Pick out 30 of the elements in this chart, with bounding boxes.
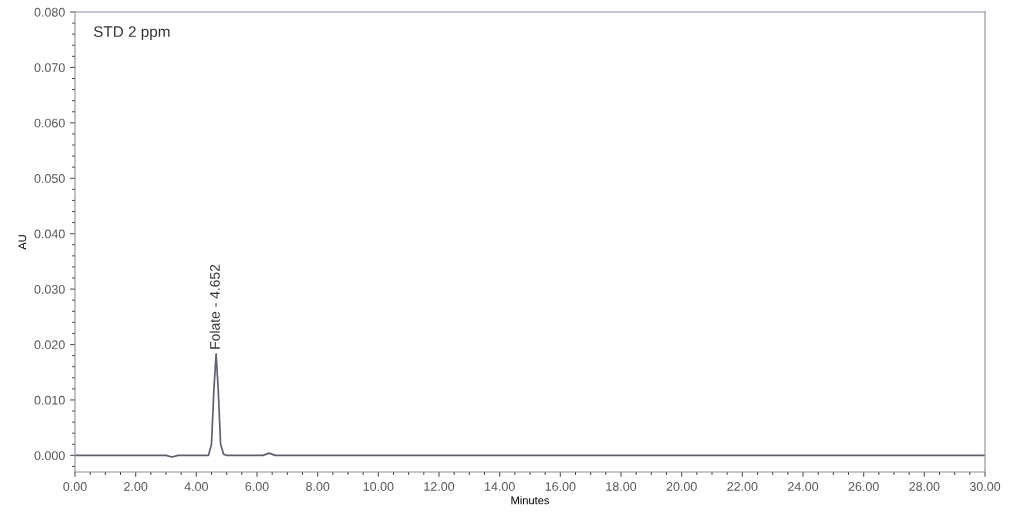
y-tick-label: 0.070 bbox=[34, 63, 65, 73]
y-tick-label: 0.000 bbox=[34, 451, 65, 461]
x-tick-label: 6.00 bbox=[245, 482, 269, 491]
x-tick-label: 4.00 bbox=[184, 482, 209, 491]
y-tick-label: 0.040 bbox=[34, 229, 65, 239]
x-tick-label: 0.00 bbox=[63, 482, 87, 491]
x-tick-label: 16.00 bbox=[545, 482, 576, 491]
annotation: Folate - 4.652 bbox=[209, 264, 220, 349]
x-tick-label: 26.00 bbox=[848, 482, 879, 491]
x-tick-label: 28.00 bbox=[909, 482, 940, 491]
x-tick-label: 2.00 bbox=[124, 482, 148, 491]
x-axis-title: Minutes bbox=[511, 496, 550, 505]
y-tick-label: 0.080 bbox=[34, 7, 65, 17]
x-tick-label: 8.00 bbox=[306, 482, 330, 491]
annotation: STD 2 ppm bbox=[93, 26, 170, 41]
y-tick-label: 0.020 bbox=[34, 340, 65, 350]
x-tick-label: 12.00 bbox=[424, 482, 455, 491]
x-tick-label: 18.00 bbox=[606, 482, 637, 491]
y-tick-label: 0.030 bbox=[34, 284, 65, 294]
x-tick-label: 24.00 bbox=[787, 482, 819, 491]
y-tick-label: 0.010 bbox=[34, 395, 65, 405]
line-series bbox=[75, 353, 985, 458]
x-tick-label: 20.00 bbox=[666, 482, 697, 491]
x-tick-label: 14.00 bbox=[484, 482, 515, 491]
x-tick-label: 10.00 bbox=[363, 482, 394, 491]
y-tick-label: 0.050 bbox=[34, 174, 65, 183]
x-tick-label: 22.00 bbox=[727, 482, 758, 491]
y-tick-label: 0.060 bbox=[34, 118, 65, 128]
x-tick-label: 30.00 bbox=[969, 482, 1001, 491]
y-axis-title: AU bbox=[18, 235, 27, 250]
